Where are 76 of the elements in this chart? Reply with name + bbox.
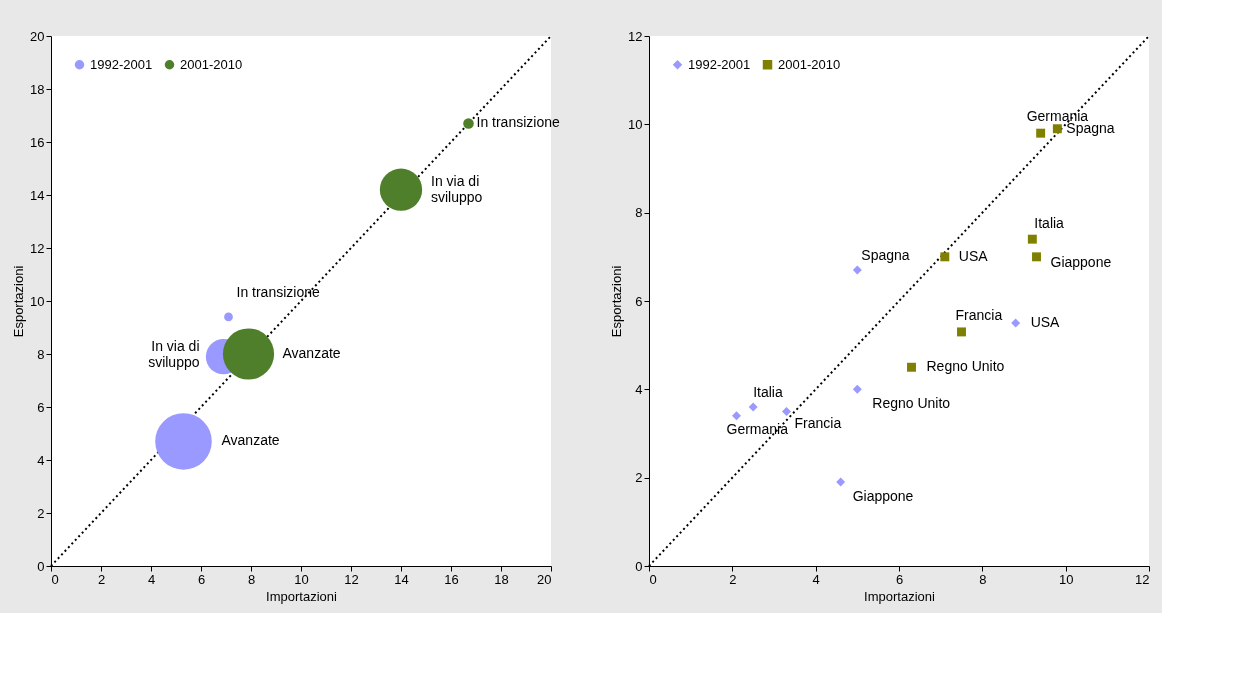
annotation: Giappone (852, 488, 914, 505)
point (782, 406, 791, 416)
y-tick-label: 6 (37, 399, 45, 415)
x-tick-label: 10 (1058, 571, 1074, 587)
y-tick-label: 8 (635, 205, 643, 221)
x-tick-label: 14 (394, 571, 409, 587)
x-tick-label: 20 (537, 571, 552, 587)
legend-label: 2001-2010 (778, 56, 841, 72)
annotation: Spagna (861, 247, 910, 264)
x-tick-label: 12 (1135, 571, 1150, 587)
x-tick-label: 8 (979, 571, 987, 587)
annotation: Regno Unito (926, 358, 1005, 375)
point (852, 265, 862, 275)
y-tick-label: 0 (635, 558, 643, 574)
x-tick-label: 16 (444, 571, 459, 587)
x-tick-label: 6 (895, 571, 904, 587)
point (940, 252, 950, 262)
point (1036, 128, 1046, 138)
x-tick-label: 2 (97, 571, 106, 587)
annotation: In via di sviluppo (431, 172, 483, 205)
y-tick-label: 20 (30, 28, 45, 44)
y-tick-label: 8 (37, 346, 45, 362)
x-tick-label: 10 (294, 571, 309, 587)
annotation: Francia (955, 306, 1003, 323)
annotation: USA (1030, 314, 1061, 331)
y-tick-label: 6 (635, 293, 643, 309)
y-tick-label: 0 (37, 558, 45, 574)
annotation: Avanzate (221, 432, 280, 449)
point (836, 477, 846, 487)
x-tick-label: 2 (729, 571, 737, 587)
annotation: Regno Unito (872, 395, 951, 412)
x-tick-label: 8 (247, 571, 256, 587)
y-axis-title: Esportazioni (11, 265, 27, 338)
annotation: Francia (794, 415, 842, 432)
y-tick-label: 10 (628, 116, 643, 132)
annotation: USA (958, 247, 989, 264)
annotation: Germania (726, 420, 789, 437)
y-tick-label: 4 (635, 381, 643, 397)
annotation: In via di sviluppo (148, 337, 200, 370)
x-tick-label: 4 (812, 571, 820, 587)
x-tick-label: 0 (51, 571, 59, 587)
point (1052, 124, 1062, 134)
x-axis-title: Importazioni (864, 588, 936, 604)
x-tick-label: 4 (147, 571, 156, 587)
y-tick-label: 18 (30, 81, 45, 97)
y-tick-label: 16 (30, 134, 45, 150)
annotation: Italia (753, 384, 783, 400)
annotation: In transizione (236, 283, 320, 300)
point (732, 411, 741, 421)
annotation: Giappone (1050, 253, 1112, 270)
y-tick-label: 14 (30, 187, 45, 203)
y-tick-label: 4 (37, 452, 45, 468)
point (1032, 252, 1041, 262)
y-tick-label: 10 (30, 293, 45, 309)
point (852, 384, 862, 394)
y-tick-label: 12 (628, 28, 643, 44)
legend-label: 2001-2010 (180, 56, 243, 72)
annotation: Avanzate (282, 345, 341, 361)
annotation: In transizione (476, 114, 560, 131)
x-axis-title: Importazioni (266, 588, 338, 604)
legend-label: 1992-2001 (90, 56, 153, 72)
point (1011, 318, 1021, 328)
point (907, 362, 916, 372)
point (748, 402, 758, 412)
annotation: Italia (1034, 215, 1065, 232)
x-tick-label: 0 (649, 571, 657, 587)
x-tick-label: 12 (344, 571, 359, 587)
y-axis-title: Esportazioni (609, 265, 625, 338)
x-tick-label: 18 (494, 571, 509, 587)
x-tick-label: 6 (197, 571, 206, 587)
y-tick-label: 2 (37, 505, 45, 521)
y-tick-label: 12 (30, 240, 45, 256)
point (957, 327, 966, 337)
legend-label: 1992-2001 (688, 56, 751, 72)
y-tick-label: 2 (635, 470, 643, 486)
point (1027, 234, 1037, 244)
